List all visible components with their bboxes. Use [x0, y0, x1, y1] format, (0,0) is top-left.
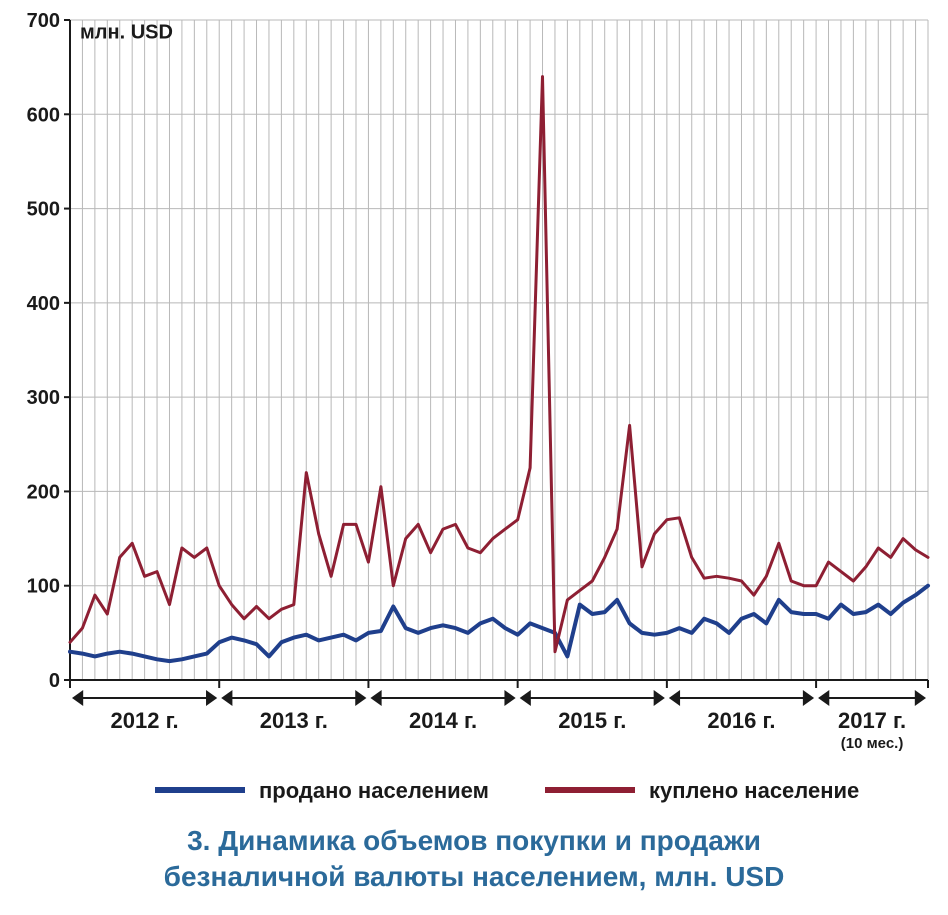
- y-tick-label: 600: [27, 104, 60, 126]
- chart-container: 0 100 200 300 400 500 600 700 млн. USD 2012 г. 201…: [0, 0, 948, 915]
- y-tick-label: 400: [27, 293, 60, 315]
- x-year-label: 2016 г.: [707, 708, 775, 733]
- x-year-label: 2013 г.: [260, 708, 328, 733]
- y-axis-label: млн. USD: [80, 22, 173, 44]
- y-tick-label: 500: [27, 199, 60, 221]
- x-year-label: 2015 г.: [558, 708, 626, 733]
- x-year-label: 2014 г.: [409, 708, 477, 733]
- title-line: безналичной валюты населением, млн. USD: [164, 861, 785, 892]
- y-tick-label: 700: [27, 10, 60, 32]
- y-tick-label: 0: [49, 670, 60, 692]
- x-year-label: 2012 г.: [111, 708, 179, 733]
- y-tick-label: 100: [27, 576, 60, 598]
- legend-label: продано населением: [259, 778, 489, 803]
- legend-label: куплено население: [649, 778, 859, 803]
- x-year-label: 2017 г.: [838, 708, 906, 733]
- title-line: 3. Динамика объемов покупки и продажи: [187, 825, 761, 856]
- y-tick-label: 200: [27, 481, 60, 503]
- y-tick-label: 300: [27, 387, 60, 409]
- x-year-sublabel: (10 мес.): [841, 735, 904, 752]
- line-chart: 0 100 200 300 400 500 600 700 млн. USD 2012 г. 201…: [0, 0, 948, 915]
